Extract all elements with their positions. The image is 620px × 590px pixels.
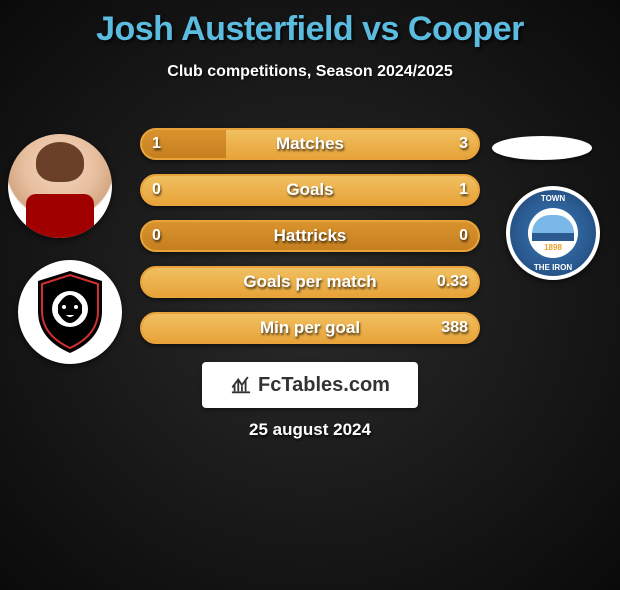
stat-label: Matches <box>140 128 480 160</box>
stat-label: Hattricks <box>140 220 480 252</box>
shield-icon <box>30 267 110 357</box>
comparison-subtitle: Club competitions, Season 2024/2025 <box>0 63 620 81</box>
stat-value-right: 0.33 <box>437 266 468 298</box>
stat-value-left: 0 <box>152 174 161 206</box>
stat-value-right: 388 <box>441 312 468 344</box>
stat-value-left: 0 <box>152 220 161 252</box>
stat-value-right: 0 <box>459 220 468 252</box>
snapshot-date: 25 august 2024 <box>0 420 620 440</box>
club-right-inner: 1898 <box>528 208 578 258</box>
club-right-badge: TOWN THE IRON 1898 <box>506 186 600 280</box>
watermark-text: FcTables.com <box>258 374 390 397</box>
stat-value-left: 1 <box>152 128 161 160</box>
club-left-badge <box>18 260 122 364</box>
club-right-ring-bottom: THE IRON <box>534 263 572 272</box>
bar-chart-icon <box>230 374 252 396</box>
stat-value-right: 3 <box>459 128 468 160</box>
comparison-title: Josh Austerfield vs Cooper <box>0 10 620 49</box>
stat-value-right: 1 <box>459 174 468 206</box>
club-right-ring-top: TOWN <box>541 194 565 203</box>
player-left-photo <box>8 134 112 238</box>
club-right-year: 1898 <box>544 243 562 252</box>
stat-label: Goals <box>140 174 480 206</box>
player-right-placeholder <box>492 136 592 160</box>
stat-label: Min per goal <box>140 312 480 344</box>
source-watermark: FcTables.com <box>202 362 418 408</box>
stat-label: Goals per match <box>140 266 480 298</box>
